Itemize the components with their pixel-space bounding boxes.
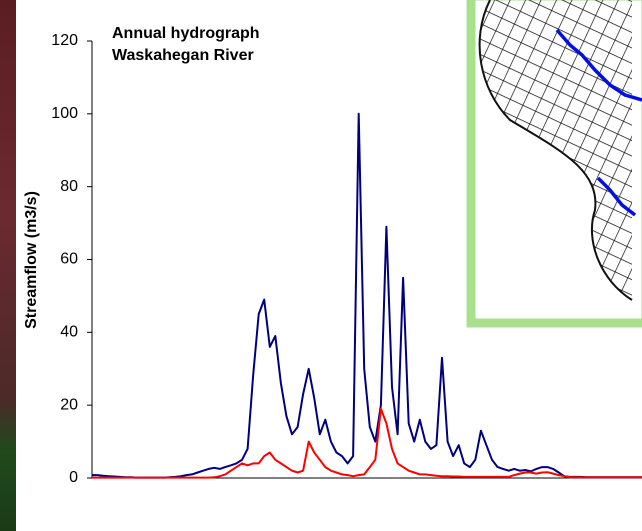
- river-line: [555, 28, 642, 102]
- y-tick-label: 80: [60, 178, 78, 195]
- series-line: [92, 407, 642, 479]
- chart-title: Annual hydrograph: [112, 25, 260, 42]
- mesh-outline: [478, 0, 633, 301]
- y-tick-label: 60: [60, 251, 78, 268]
- chart-subtitle: Waskahegan River: [112, 47, 254, 64]
- series-line: [92, 112, 642, 479]
- inset-image: [466, 0, 642, 328]
- y-tick-label: 120: [51, 32, 78, 49]
- y-tick-label: 40: [60, 324, 78, 341]
- y-tick-label: 0: [69, 469, 78, 486]
- y-tick-label: 20: [60, 396, 78, 413]
- river-line: [596, 176, 637, 217]
- y-tick-label: 100: [51, 105, 78, 122]
- y-axis-label: Streamflow (m3/s): [23, 191, 40, 329]
